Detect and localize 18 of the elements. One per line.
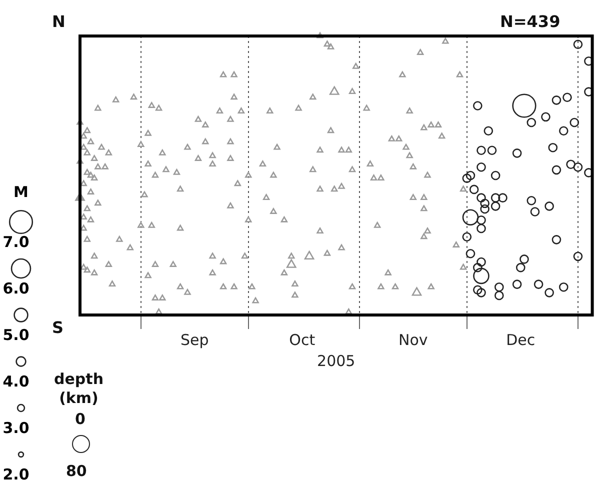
text: N=439 [500, 12, 560, 31]
text: 80 [66, 462, 87, 481]
text: S [52, 318, 64, 337]
legend-label: 4.0 [2, 372, 30, 390]
x-tick-label: Dec [506, 330, 536, 349]
legend-label: 3.0 [2, 418, 30, 437]
x-tick-label: Oct [289, 330, 316, 349]
legend-label: 6.0 [2, 279, 30, 298]
x-tick-label: Sep [180, 330, 209, 349]
x-axis-title: 2005 [317, 352, 356, 370]
text: depth (km) [54, 370, 104, 408]
legend-title: M [14, 182, 28, 201]
x-tick-label: Nov [398, 330, 428, 349]
legend-label: 5.0 [2, 326, 30, 344]
text: 0 [75, 410, 86, 429]
text: N [52, 12, 66, 31]
legend-label: 2.0 [2, 465, 30, 483]
legend-label: 7.0 [2, 232, 30, 251]
